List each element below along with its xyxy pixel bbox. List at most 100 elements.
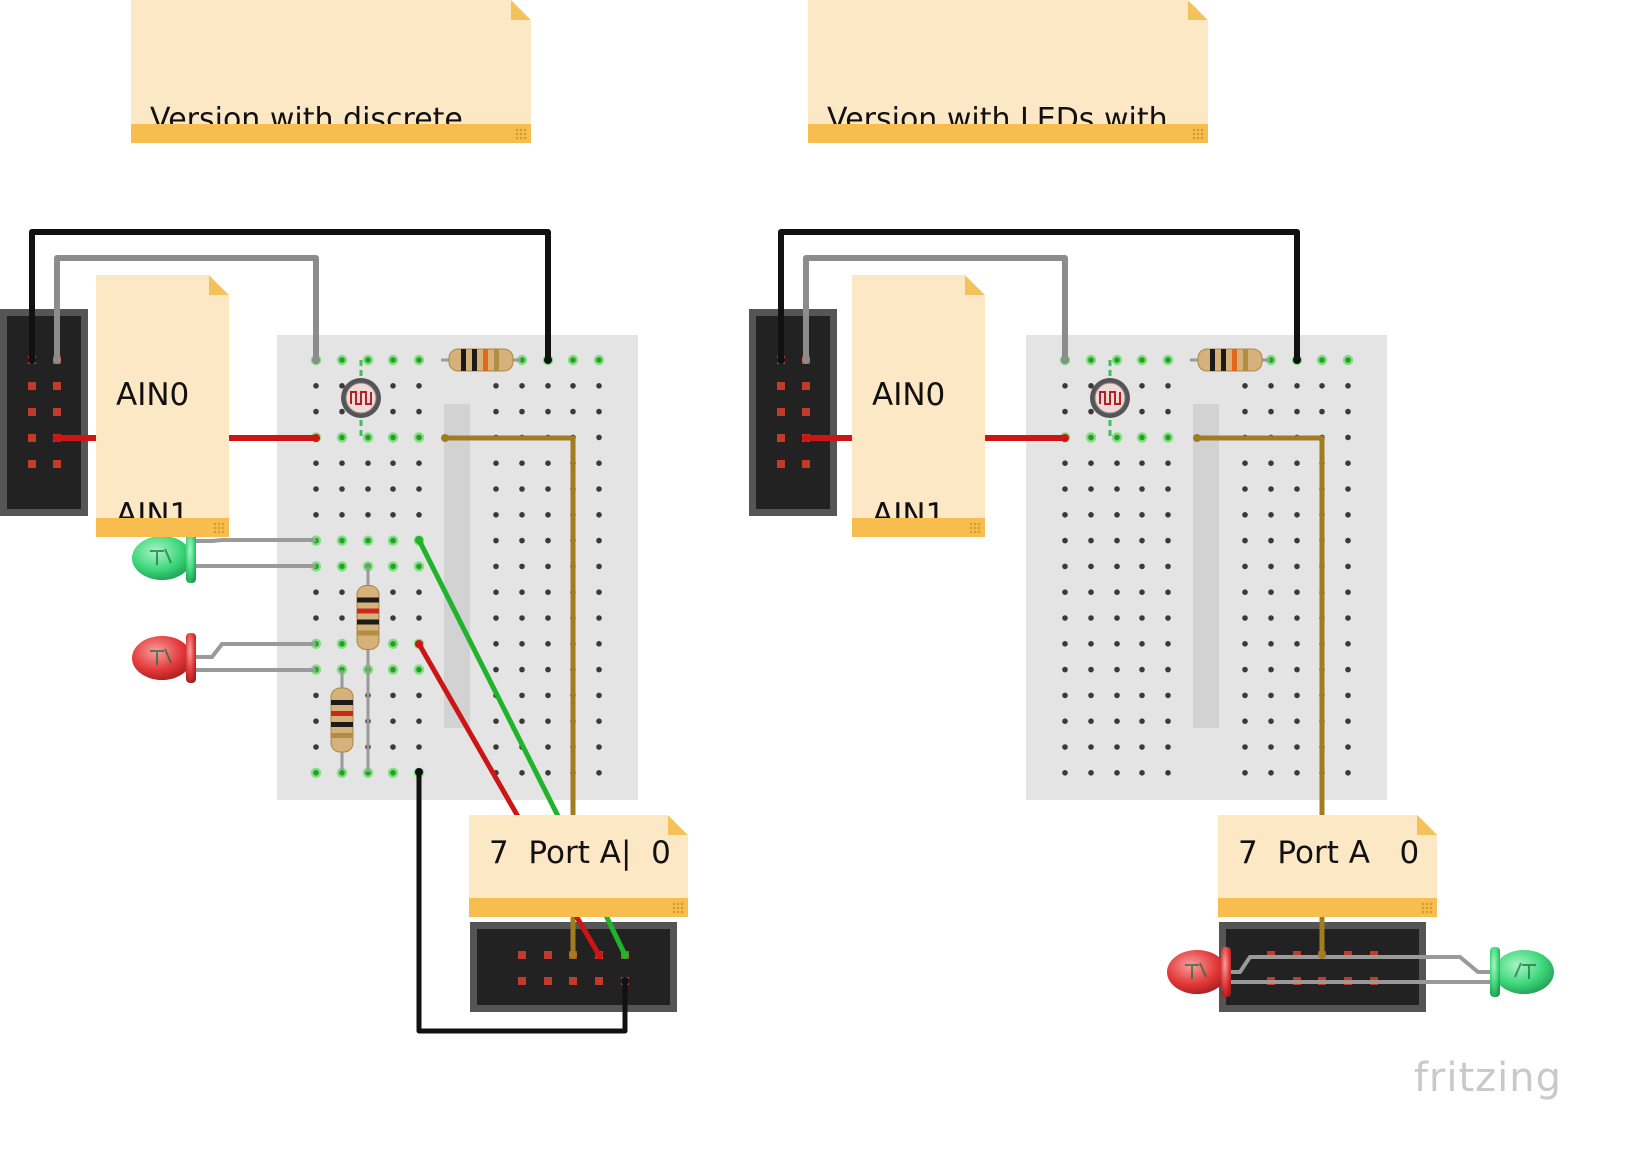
breadboard-hole: [1242, 512, 1248, 518]
connector-pin: [53, 460, 61, 468]
resize-grip-icon[interactable]: [515, 128, 527, 140]
breadboard-hole: [1242, 692, 1248, 699]
resize-grip-icon[interactable]: [1192, 128, 1204, 140]
wire-end: [1193, 434, 1201, 442]
breadboard-hole: [1114, 512, 1120, 518]
breadboard-hole: [1242, 770, 1248, 776]
resize-grip-icon[interactable]: [213, 522, 225, 534]
breadboard-hole: [1062, 537, 1068, 544]
led-body: [1494, 950, 1554, 994]
note-left-title[interactable]: Version with discrete parts kit LEDs|: [131, 0, 531, 143]
wire-end: [415, 768, 423, 776]
breadboard-hole: [1088, 486, 1094, 492]
breadboard-hole: [1062, 615, 1068, 621]
components-layer: [0, 309, 1554, 1012]
breadboard-hole: [1062, 718, 1068, 724]
breadboard-hole: [365, 460, 371, 467]
breadboard-hole: [1139, 563, 1145, 570]
breadboard-hole: [313, 744, 319, 750]
led-green-left: [132, 533, 196, 583]
breadboard-hole: [1088, 434, 1094, 441]
breadboard-hole: [596, 512, 602, 518]
breadboard-hole: [1139, 770, 1145, 776]
breadboard-hole: [416, 512, 422, 518]
breadboard-hole: [545, 486, 551, 492]
wire-end: [569, 951, 577, 959]
breadboard-hole: [1268, 666, 1274, 673]
breadboard-hole: [1114, 357, 1120, 363]
center-channel: [444, 404, 470, 728]
breadboard-hole: [1088, 692, 1094, 699]
led-rim: [1221, 947, 1231, 997]
breadboard-hole: [416, 486, 422, 492]
resize-grip-icon[interactable]: [969, 522, 981, 534]
breadboard-hole: [1139, 641, 1145, 647]
note-right-pins[interactable]: AIN0 AIN1 ... AREF AOUT: [852, 275, 985, 537]
breadboard-hole: [1165, 408, 1171, 415]
breadboard-hole: [596, 641, 602, 647]
breadboard-hole: [1242, 589, 1248, 595]
led-rim: [186, 633, 196, 683]
wire-end: [415, 640, 423, 648]
breadboard-hole: [1268, 770, 1274, 776]
connector-pin: [777, 434, 785, 442]
breadboard-hole: [493, 589, 499, 595]
breadboard-hole: [416, 460, 422, 467]
resistor-mid-left: [356, 565, 380, 670]
breadboard-hole: [596, 692, 602, 699]
resize-grip-icon[interactable]: [672, 902, 684, 914]
breadboard-hole: [1139, 383, 1145, 389]
wire-end: [544, 356, 552, 364]
breadboard-hole: [596, 666, 602, 673]
led-rim: [1490, 947, 1500, 997]
breadboard-hole: [1165, 512, 1171, 518]
breadboard-hole: [570, 383, 576, 389]
resistor-band: [1232, 349, 1237, 371]
breadboard-hole: [1114, 434, 1120, 441]
resistor-top-right: [1190, 348, 1270, 372]
wire-gray-top-left: [54, 255, 319, 363]
breadboard-hole: [1345, 460, 1351, 467]
led-mark: [1514, 962, 1536, 979]
breadboard-hole: [596, 563, 602, 570]
note-right-title[interactable]: Version with LEDs with integrated resist…: [808, 0, 1208, 143]
breadboard-hole: [1268, 486, 1274, 492]
connector-pin: [777, 408, 785, 416]
wire-end: [441, 434, 449, 442]
breadboard-hole: [1062, 692, 1068, 699]
breadboard-hole: [545, 512, 551, 518]
breadboard-hole: [1165, 615, 1171, 621]
breadboard-hole: [339, 770, 345, 776]
wire-end: [802, 356, 810, 364]
breadboard-hole: [545, 770, 551, 776]
breadboard-hole: [1139, 434, 1145, 441]
breadboard-hole: [1165, 434, 1171, 441]
note-right-port[interactable]: 7 Port A 0: [1218, 815, 1437, 917]
breadboard-hole: [339, 512, 345, 518]
note-left-port[interactable]: 7 Port A| 0: [469, 815, 688, 917]
breadboard-hole: [339, 460, 345, 467]
breadboard-hole: [313, 383, 319, 389]
breadboard-hole: [1242, 383, 1248, 389]
wire-end: [28, 356, 36, 364]
note-left-pins[interactable]: AIN0 AIN1 ...| AREF AOUT: [96, 275, 229, 537]
breadboard-hole: [1268, 408, 1274, 415]
wire-end: [1061, 434, 1069, 442]
breadboard-hole: [1139, 692, 1145, 699]
breadboard-hole: [365, 512, 371, 518]
breadboard-hole: [416, 383, 422, 389]
note-left-pins-text: AIN0 AIN1 ...| AREF AOUT: [116, 295, 203, 537]
breadboard-hole: [416, 408, 422, 415]
wire-black-bottom-left: [416, 769, 628, 1034]
connector-pin: [28, 382, 36, 390]
resize-grip-icon[interactable]: [1421, 902, 1433, 914]
resistor-top-left: [441, 348, 521, 372]
pin-label: AIN0: [872, 377, 946, 413]
connector-pin: [802, 382, 810, 390]
breadboard-hole: [1165, 357, 1171, 363]
led-rim: [186, 533, 196, 583]
breadboard-hole: [493, 641, 499, 647]
breadboard-hole: [390, 460, 396, 467]
connector-pin: [569, 977, 577, 985]
breadboard-hole: [1139, 486, 1145, 492]
